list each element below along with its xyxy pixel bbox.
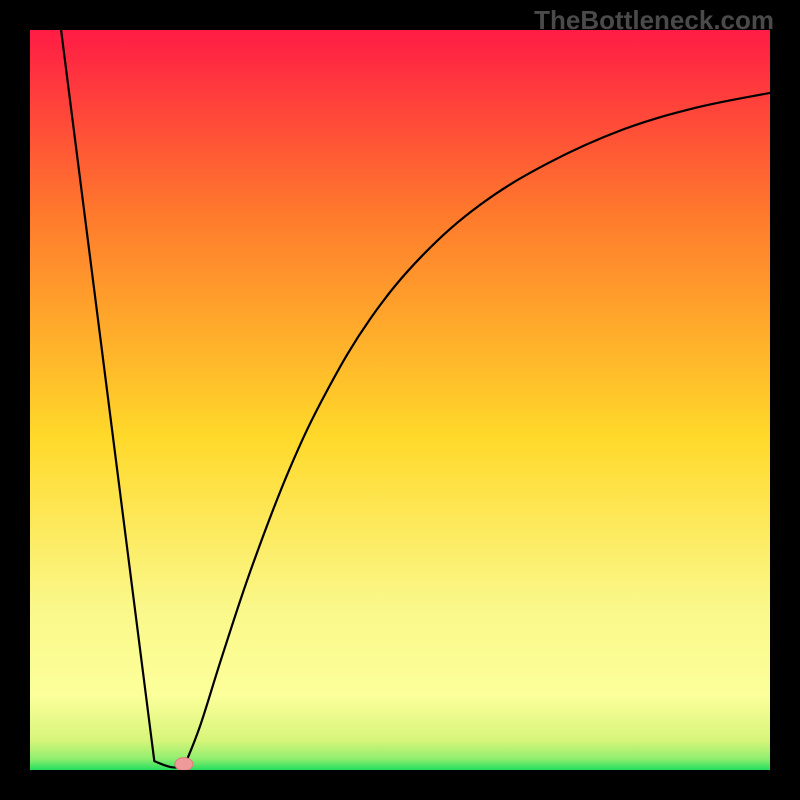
optimal-point-marker — [175, 758, 193, 770]
chart-frame: TheBottleneck.com — [0, 0, 800, 800]
watermark-text: TheBottleneck.com — [534, 5, 774, 36]
bottleneck-chart — [30, 30, 770, 770]
